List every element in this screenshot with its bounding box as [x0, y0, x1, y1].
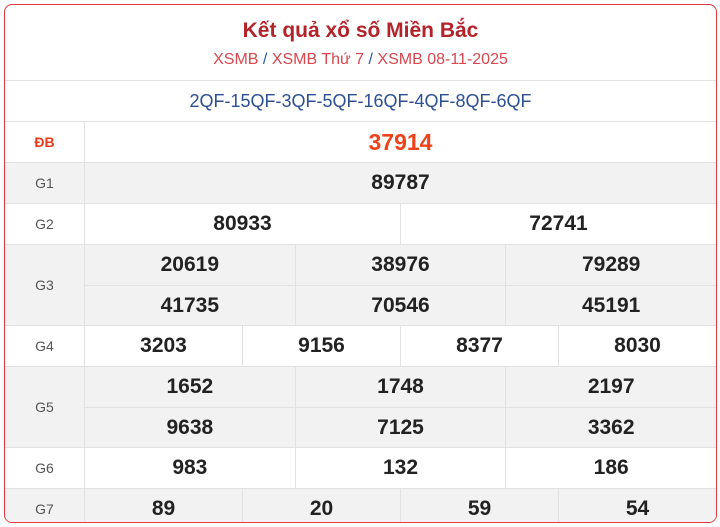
prize-number: 983 — [172, 456, 208, 479]
prize-row-g2: G2 80933 72741 — [5, 204, 716, 245]
prize-number: 89 — [151, 497, 176, 520]
prize-number: 186 — [505, 448, 716, 488]
breadcrumb-separator: / — [262, 51, 268, 68]
prize-number: 41735 — [160, 293, 220, 317]
prize-row-g7: G7 89 20 59 54 — [5, 489, 716, 522]
prize-row-db: ĐB 37914 — [5, 122, 716, 163]
prize-label: G7 — [5, 489, 85, 522]
prize-number: 3203 — [140, 334, 187, 357]
prize-number: 3362 — [505, 408, 716, 447]
prize-number: 9638 — [166, 415, 214, 439]
breadcrumb-xsmb[interactable]: XSMB — [213, 51, 259, 68]
breadcrumb-separator: / — [368, 51, 373, 68]
page-title: Kết quả xổ số Miền Bắc — [242, 19, 479, 42]
prize-number: 8030 — [558, 326, 716, 366]
prize-row-g6: G6 983 132 186 — [5, 448, 716, 489]
prize-number: 8377 — [400, 326, 558, 366]
prize-label: ĐB — [5, 122, 85, 162]
breadcrumb-xsmb-thu-7[interactable]: XSMB Thứ 7 — [271, 51, 365, 68]
breadcrumb: XSMB / XSMB Thứ 7 / XSMB 08-11-2025 — [5, 51, 716, 69]
results-table: Kết quả xổ số Miền Bắc XSMB / XSMB Thứ 7… — [4, 4, 717, 523]
prize-label: G1 — [5, 163, 85, 203]
prize-label: G6 — [5, 448, 85, 488]
prize-label: G3 — [5, 245, 85, 325]
prize-number: 79289 — [505, 245, 716, 285]
special-codes: 2QF-15QF-3QF-5QF-16QF-4QF-8QF-6QF — [5, 81, 716, 122]
prize-number: 70546 — [294, 286, 506, 325]
prize-number: 80933 — [213, 212, 272, 235]
prize-row-g4: G4 3203 9156 8377 8030 — [5, 326, 716, 367]
prize-number: 54 — [558, 489, 716, 522]
prize-row-g3: G3 20619 38976 79289 41735 70546 45191 — [5, 245, 716, 326]
prize-number: 37914 — [368, 128, 433, 155]
prize-label: G5 — [5, 367, 85, 447]
prize-row-g5: G5 1652 1748 2197 9638 7125 3362 — [5, 367, 716, 448]
prize-number: 59 — [400, 489, 558, 522]
prize-number: 38976 — [294, 245, 506, 285]
prize-number: 7125 — [294, 408, 506, 447]
prize-number: 2197 — [505, 367, 716, 407]
prize-number: 89787 — [371, 171, 430, 194]
prize-number: 1748 — [294, 367, 506, 407]
prize-number: 45191 — [505, 286, 716, 325]
prize-number: 20 — [242, 489, 400, 522]
header: Kết quả xổ số Miền Bắc XSMB / XSMB Thứ 7… — [5, 5, 716, 81]
prize-number: 9156 — [242, 326, 400, 366]
prize-number: 132 — [294, 448, 506, 488]
prize-number: 20619 — [160, 253, 220, 276]
breadcrumb-xsmb-date[interactable]: XSMB 08-11-2025 — [377, 51, 508, 68]
prize-row-g1: G1 89787 — [5, 163, 716, 204]
prize-number: 72741 — [400, 204, 716, 244]
prize-number: 1652 — [166, 375, 214, 398]
prize-label: G4 — [5, 326, 85, 366]
prize-label: G2 — [5, 204, 85, 244]
